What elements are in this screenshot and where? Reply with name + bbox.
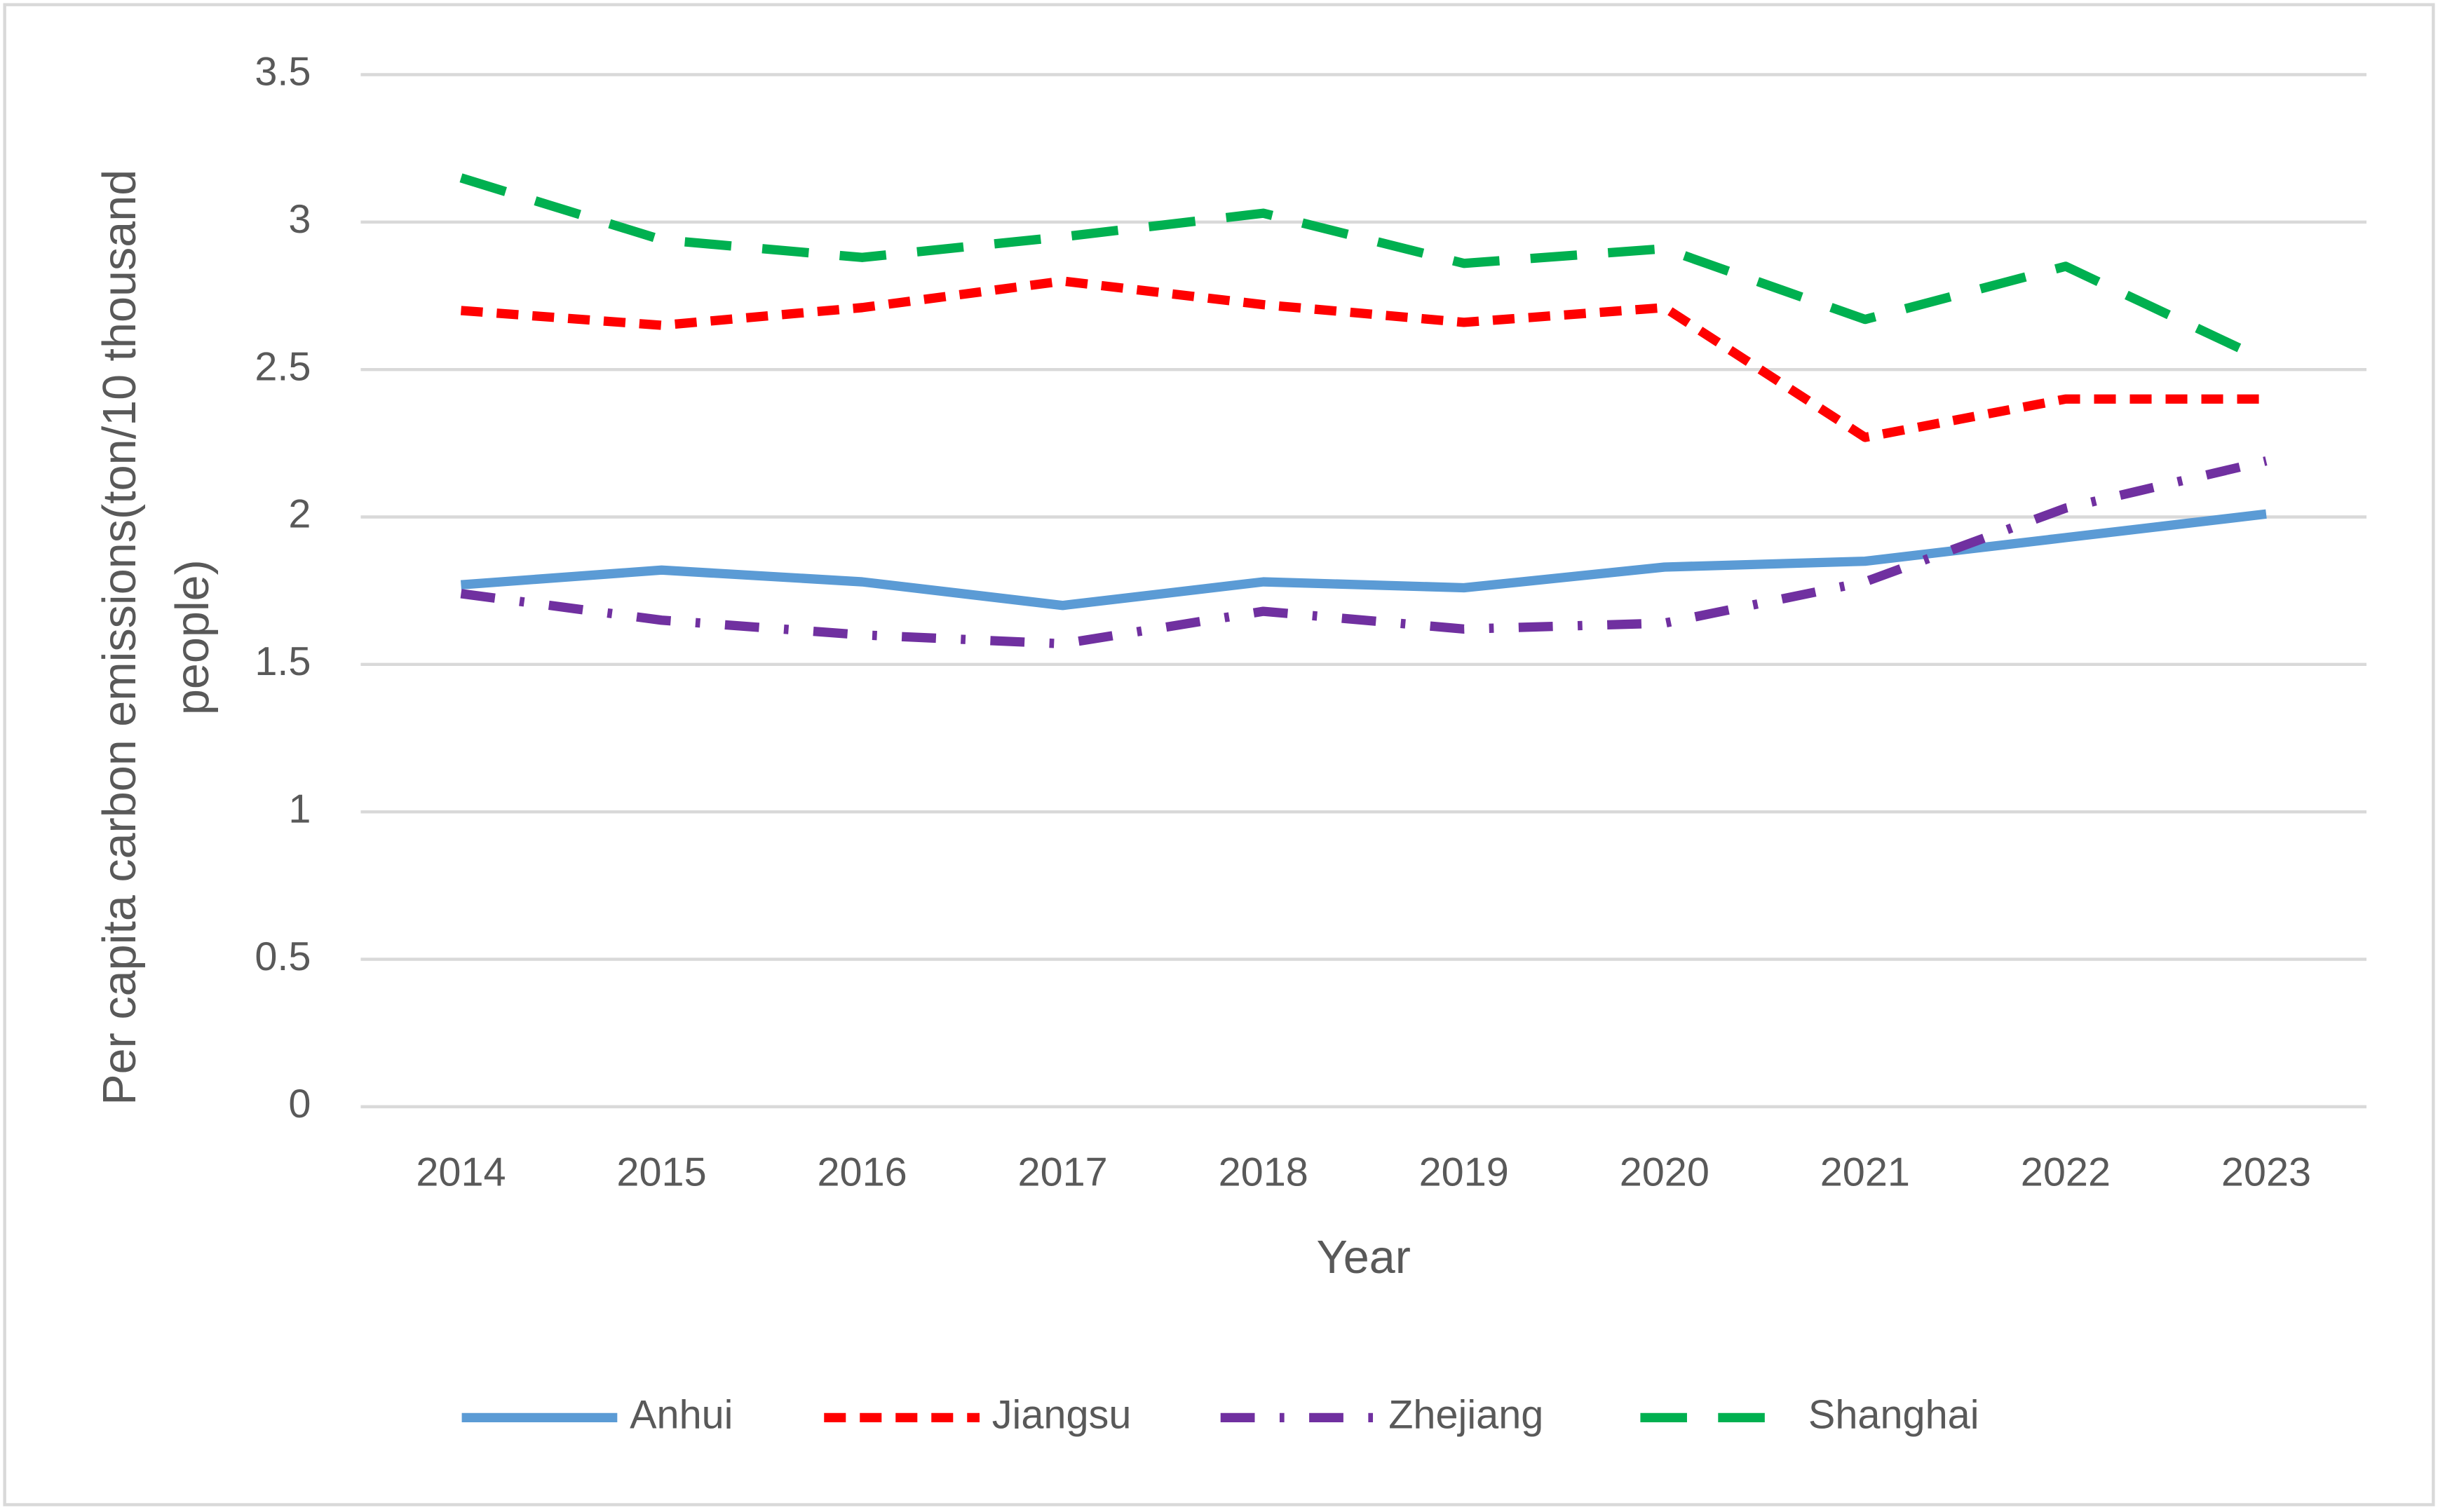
chart-border [3,3,2435,1506]
y-axis-label-box: Per capita carbon emissions(ton/10 thous… [95,169,219,1105]
x-tick-label: 2018 [1219,1150,1308,1195]
y-tick-label: 1 [288,786,311,831]
x-tick-label: 2014 [416,1150,506,1195]
y-tick-label: 3.5 [255,50,311,95]
x-tick-label: 2017 [1018,1150,1108,1195]
x-tick-label: 2020 [1620,1150,1709,1195]
x-tick-label: 2019 [1419,1150,1509,1195]
legend-label: Shanghai [1808,1393,1979,1438]
x-tick-label: 2023 [2221,1150,2311,1195]
y-tick-label: 0.5 [255,934,311,979]
legend-label: Jiangsu [992,1393,1132,1438]
x-tick-label: 2015 [616,1150,706,1195]
y-tick-label: 2 [288,492,311,537]
x-tick-label: 2021 [1820,1150,1910,1195]
y-tick-label: 3 [288,197,311,242]
legend-label: Anhui [630,1393,733,1438]
legend-label: Zhejiang [1388,1393,1543,1438]
x-tick-label: 2022 [2021,1150,2111,1195]
x-tick-label: 2016 [817,1150,907,1195]
series-line [460,456,2268,649]
y-tick-label: 1.5 [255,639,311,684]
series-line [460,276,2266,442]
x-axis-label: Year [1317,1232,1411,1283]
y-tick-label: 0 [288,1082,311,1126]
y-axis-label: Per capita carbon emissions(ton/10 thous… [95,169,219,1105]
y-tick-label: 2.5 [255,344,311,389]
